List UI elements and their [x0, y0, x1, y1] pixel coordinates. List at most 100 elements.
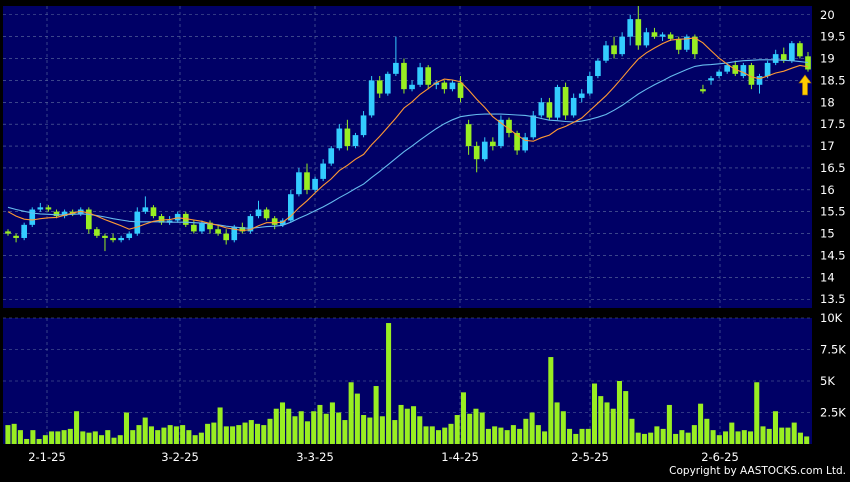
candle-body [740, 65, 747, 77]
volume-bar [542, 431, 548, 444]
volume-bar [192, 435, 198, 444]
volume-bar [236, 425, 242, 444]
candle-body [320, 163, 326, 179]
candle-body [150, 207, 157, 217]
copyright-text: Copyright by AASTOCKS.com Ltd. [669, 465, 846, 477]
candle-body [296, 172, 302, 195]
volume-bar [211, 422, 217, 444]
volume-bar [317, 404, 323, 444]
candle-body [578, 93, 585, 98]
candle-body [530, 115, 537, 138]
volume-bar [55, 431, 61, 444]
volume-bar [660, 428, 666, 444]
volume-bar [448, 423, 454, 444]
volume-bar [504, 430, 510, 444]
volume-bar [17, 430, 23, 444]
candle-body [158, 216, 165, 223]
volume-bar [67, 428, 73, 444]
volume-bar [492, 426, 498, 444]
candle-body [692, 36, 698, 55]
volume-bar [123, 412, 130, 444]
volume-tick-label: 5K [820, 374, 835, 388]
volume-bar [673, 433, 679, 444]
candle-body [191, 224, 197, 232]
candle-body [174, 213, 181, 221]
volume-bar [629, 418, 635, 444]
candle-body [789, 43, 795, 61]
volume-bar [30, 430, 36, 444]
candle-body [546, 102, 553, 118]
candle-body [368, 80, 375, 116]
volume-bar [242, 422, 248, 444]
volume-bar [573, 433, 579, 444]
candle-body [724, 65, 731, 72]
volume-bars [5, 323, 810, 444]
grid [3, 6, 812, 444]
candle-body [304, 172, 310, 190]
candle-body [142, 207, 149, 212]
volume-bar [723, 431, 729, 444]
volume-bar [217, 407, 223, 444]
candle-body [199, 222, 205, 232]
price-tick-label: 17 [820, 139, 835, 153]
candle-body [611, 45, 617, 55]
candle-body [514, 132, 520, 151]
volume-bar [754, 382, 760, 444]
volume-bar [392, 420, 398, 444]
candle-body [764, 62, 771, 77]
volume-bar [598, 396, 604, 444]
volume-bar [529, 412, 535, 444]
candle-body [473, 146, 480, 160]
volume-bar [161, 427, 167, 444]
volume-bar [111, 437, 117, 444]
candle-body [716, 71, 722, 77]
volume-bar [429, 426, 435, 444]
candle-body [126, 233, 133, 238]
candle-body [603, 45, 609, 61]
volume-bar [367, 417, 373, 444]
volume-bar [604, 402, 610, 444]
candle-body [85, 209, 92, 230]
volume-bar [142, 417, 148, 444]
volume-bar [567, 428, 573, 444]
candle-body [562, 86, 569, 116]
date-tick-label: 2-6-25 [701, 450, 739, 464]
volume-bar [779, 427, 785, 444]
candle-body [498, 119, 504, 147]
volume-tick-label: 7.5K [820, 343, 846, 357]
candle-body [449, 82, 456, 90]
volume-bar [623, 391, 629, 444]
volume-bar [460, 392, 466, 444]
volume-bar [616, 381, 622, 444]
candle-body [756, 76, 763, 85]
volume-bar [735, 431, 741, 444]
candle-body [651, 32, 658, 37]
volume-bar [417, 416, 423, 444]
volume-bar [323, 413, 329, 444]
volume-bar [716, 435, 722, 444]
volume-bar [373, 386, 379, 444]
candle-body [352, 135, 359, 147]
price-tick-label: 16 [820, 183, 835, 197]
volume-tick-label: 10K [820, 311, 843, 325]
candle-body [344, 128, 351, 147]
candle-body [336, 128, 343, 149]
volume-bar [298, 411, 304, 444]
volume-bar [691, 425, 697, 444]
candle-body [21, 224, 27, 238]
price-tick-label: 17.5 [820, 117, 846, 131]
volume-bar [92, 431, 98, 444]
volume-bar [173, 426, 179, 444]
candle-body [328, 148, 335, 164]
candle-body [94, 229, 100, 236]
ma-long-line [7, 59, 809, 229]
volume-bar [273, 408, 279, 444]
candle-body [619, 36, 625, 55]
volume-bar [479, 412, 485, 444]
candle-body [360, 115, 367, 136]
price-tick-label: 20 [820, 8, 835, 22]
candle-body [231, 227, 238, 241]
candle-body [239, 227, 246, 232]
candle-body [659, 34, 666, 37]
